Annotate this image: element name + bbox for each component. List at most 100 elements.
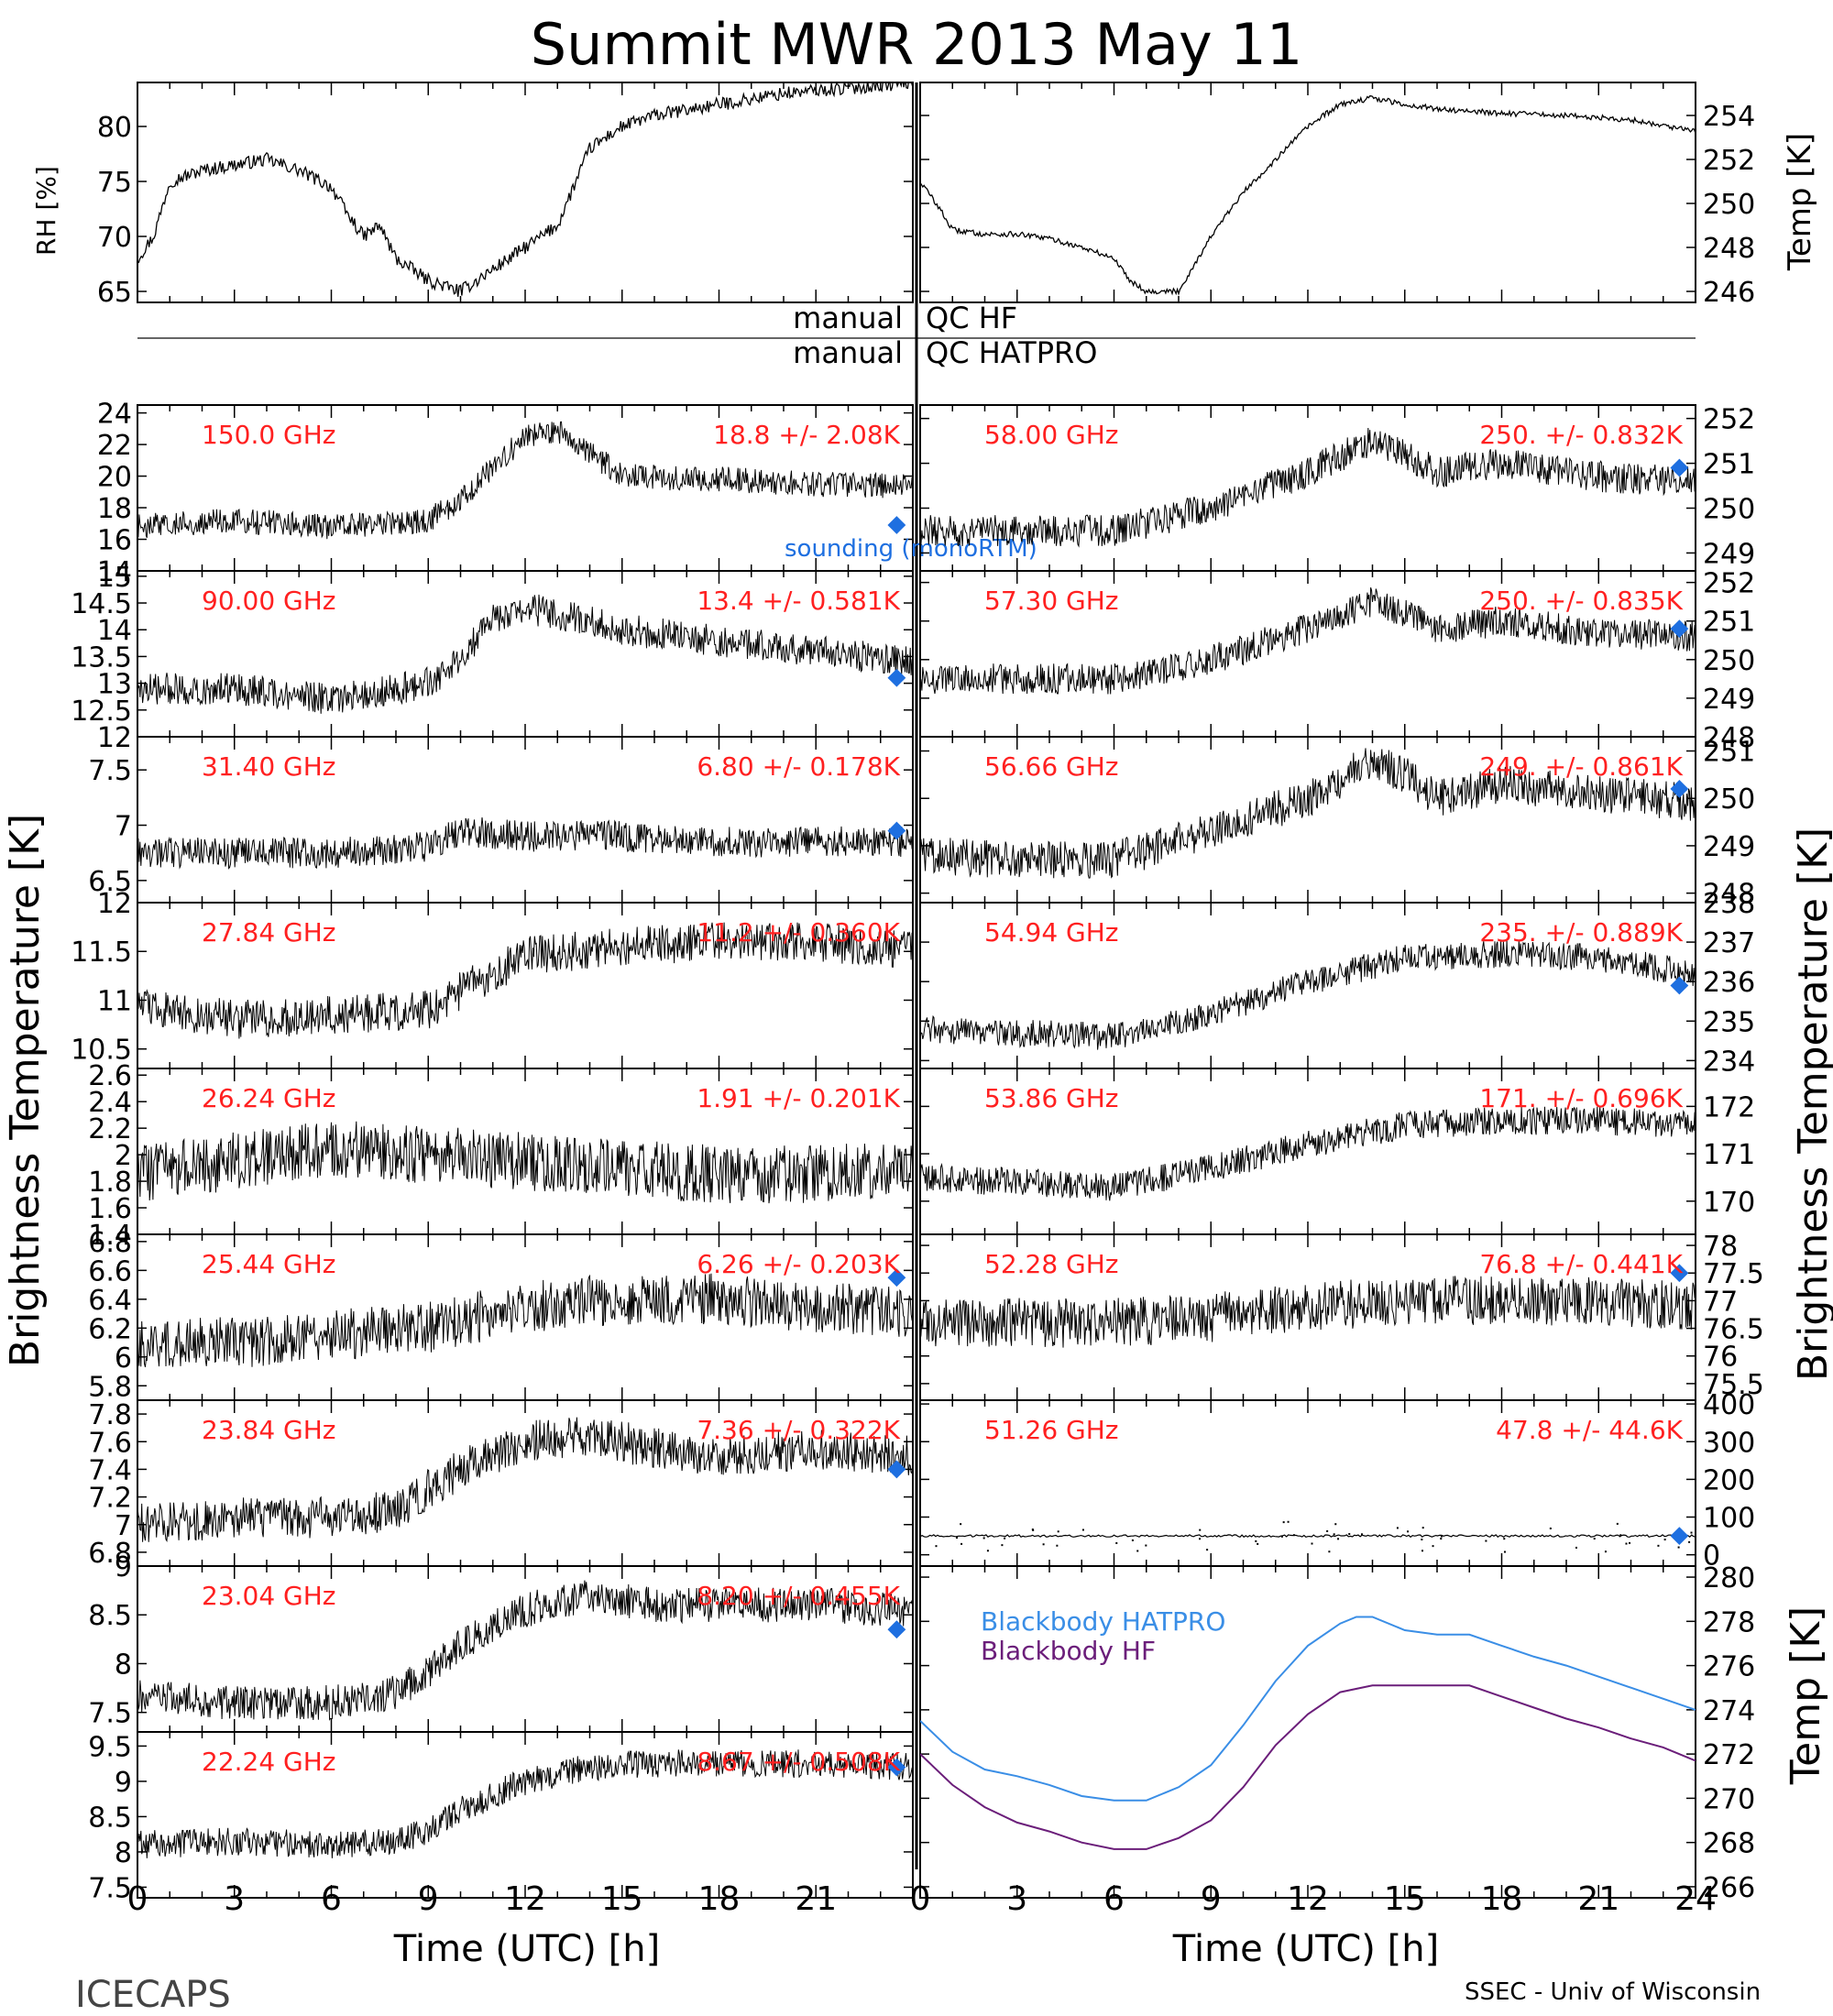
outlier-point [1115, 1541, 1118, 1544]
y-tick-label: 12 [97, 888, 132, 920]
y-tick-label: 252 [1703, 145, 1755, 177]
outlier-point [1199, 1538, 1202, 1540]
y-tick-label: 172 [1703, 1091, 1755, 1123]
x-tick-label: 15 [1384, 1880, 1426, 1918]
y-tick-label: 9.5 [88, 1731, 132, 1763]
outlier-point [982, 1537, 985, 1539]
outlier-point [1206, 1549, 1209, 1551]
y-tick-label: 77.5 [1703, 1258, 1764, 1290]
legend-bb-hf: Blackbody HF [981, 1636, 1156, 1666]
frequency-label: 51.26 GHz [984, 1415, 1119, 1445]
y-tick-label: 78 [1703, 1231, 1738, 1263]
y-tick-label: 250 [1703, 783, 1755, 816]
series-line-blackbody-hatpro [920, 1616, 1696, 1802]
y-tick-label: 100 [1703, 1503, 1755, 1535]
statistics-label: 235. +/- 0.889K [1479, 917, 1683, 948]
statistics-label: 8.20 +/- 0.455K [697, 1581, 900, 1611]
outlier-point [1593, 1538, 1596, 1540]
frequency-label: 27.84 GHz [202, 917, 336, 948]
series-line-tb_23_04 [137, 1580, 913, 1721]
x-axis-label-left: Time (UTC) [h] [393, 1928, 660, 1970]
y-tick-label: 251 [1703, 607, 1755, 639]
y-tick-label: 7 [115, 1510, 132, 1542]
statistics-label: 11.2 +/- 0.360K [697, 917, 900, 948]
y-tick-label: 70 [97, 222, 132, 254]
y-tick-label: 22 [97, 430, 132, 462]
y-tick-label: 7.2 [88, 1483, 132, 1515]
outlier-point [1440, 1535, 1443, 1538]
y-tick-label: 234 [1703, 1046, 1755, 1078]
x-tick-label: 6 [321, 1880, 342, 1918]
outlier-point [1619, 1534, 1622, 1537]
series-line-tb_51_26 [920, 1534, 1696, 1539]
outlier-point [1688, 1540, 1691, 1543]
plot-area [137, 1121, 913, 1204]
x-tick-label: 0 [127, 1880, 148, 1918]
outlier-point [1625, 1542, 1628, 1545]
plot-area [920, 95, 1696, 296]
plot-area [137, 594, 913, 714]
qc-band: manual QC HF manual QC HATPRO [137, 301, 1696, 370]
x-axis-label-right: Time (UTC) [h] [1172, 1928, 1439, 1970]
y-tick-label: 6 [115, 1342, 132, 1375]
outlier-point [1004, 1537, 1006, 1539]
sounding-marker [1670, 1527, 1689, 1545]
y-tick-label: 16 [97, 525, 132, 557]
series-line-tb_22_24 [137, 1749, 913, 1858]
panel-tb_23_84: 6.877.27.47.67.8 23.84 GHz 7.36 +/- 0.322K [88, 1399, 914, 1570]
y-tick-label: 80 [97, 112, 132, 144]
outlier-point [1440, 1538, 1443, 1540]
series-line-tb_57_3 [920, 586, 1696, 695]
y-axis-label-rh: RH [%] [31, 166, 61, 256]
panel-tb_26_24: 1.41.61.822.22.42.6 26.24 GHz 1.91 +/- 0.2… [88, 1060, 914, 1252]
y-tick-label: 276 [1703, 1651, 1755, 1683]
plot-area [920, 1616, 1696, 1850]
y-tick-label: 7.4 [88, 1454, 132, 1486]
frequency-label: 23.04 GHz [202, 1581, 336, 1611]
x-tick-label: 12 [1287, 1880, 1329, 1918]
y-tick-label: 1.4 [88, 1220, 132, 1252]
x-tick-label: 24 [1674, 1880, 1717, 1918]
outlier-point [1056, 1544, 1059, 1547]
y-axis-label-temp: Temp [K] [1782, 133, 1818, 271]
outlier-point [1421, 1527, 1424, 1529]
y-tick-label: 6.6 [88, 1255, 132, 1287]
outlier-point [1337, 1538, 1340, 1540]
series-line-tb_27_84 [137, 922, 913, 1039]
frequency-label: 58.00 GHz [984, 420, 1119, 450]
y-tick-label: 251 [1703, 449, 1755, 481]
figure-title: Summit MWR 2013 May 11 [531, 11, 1303, 78]
outlier-point [1421, 1539, 1423, 1541]
frequency-label: 56.66 GHz [984, 751, 1119, 782]
outlier-point [1280, 1535, 1283, 1538]
y-tick-label: 236 [1703, 967, 1755, 999]
y-tick-label: 266 [1703, 1872, 1755, 1904]
y-tick-label: 11.5 [71, 937, 132, 969]
y-axis-label-right: Brightness Temperature [K] [1790, 827, 1833, 1381]
sounding-marker [887, 1268, 906, 1287]
outlier-point [1042, 1543, 1045, 1546]
panel-blackbody: 266 268 270 272 274 276 278 280 Blackbody HATPRO… [919, 1562, 1755, 1904]
legend-bb-hatpro: Blackbody HATPRO [981, 1606, 1225, 1637]
outlier-point [1360, 1533, 1363, 1536]
plot-area [920, 748, 1696, 879]
outlier-point [960, 1523, 962, 1526]
y-tick-label: 250 [1703, 189, 1755, 221]
x-tick-label: 18 [698, 1880, 741, 1918]
statistics-label: 8.67 +/- 0.508K [697, 1747, 900, 1777]
series-line-tb_31_4 [137, 817, 913, 870]
outlier-point [1348, 1533, 1351, 1536]
x-tick-label: 21 [795, 1880, 837, 1918]
panel-tb_23_04: 7.5 8 8.5 9 23.04 GHz 8.20 +/- 0.455K [88, 1551, 914, 1733]
statistics-label: 250. +/- 0.835K [1479, 586, 1683, 616]
x-tick-label: 21 [1577, 1880, 1619, 1918]
y-tick-label: 14 [97, 556, 132, 588]
frequency-label: 23.84 GHz [202, 1415, 336, 1445]
panel-tb_31_4: 6.5 7 7.5 31.40 GHz 6.80 +/- 0.178K [88, 736, 914, 904]
series-line-tb_23_84 [137, 1417, 913, 1543]
outlier-point [1131, 1539, 1134, 1541]
y-tick-label: 171 [1703, 1139, 1755, 1171]
y-tick-label: 7.5 [88, 1872, 132, 1904]
outlier-point [1677, 1546, 1680, 1549]
